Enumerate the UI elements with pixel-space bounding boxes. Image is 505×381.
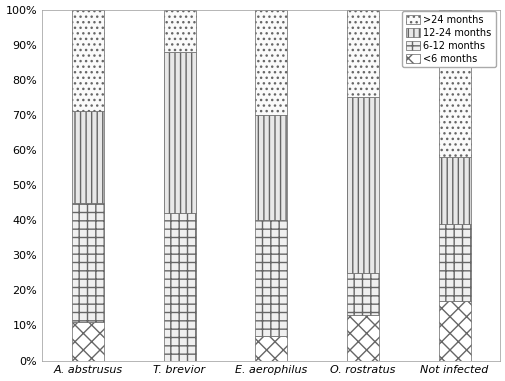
Bar [438,224,470,301]
Bar [72,10,104,111]
Bar [346,273,378,315]
Bar [72,111,104,203]
Bar [163,213,195,360]
Bar [163,10,195,52]
Bar [438,157,470,224]
Bar [438,301,470,360]
Bar [438,10,470,157]
Bar [163,52,195,213]
Bar [72,203,104,322]
Bar [72,322,104,360]
Bar [346,315,378,360]
Legend: >24 months, 12-24 months, 6-12 months, <6 months: >24 months, 12-24 months, 6-12 months, <… [401,11,494,67]
Bar [346,97,378,273]
Bar [255,10,287,115]
Bar [346,10,378,97]
Bar [255,115,287,220]
Bar [255,220,287,336]
Bar [255,336,287,360]
